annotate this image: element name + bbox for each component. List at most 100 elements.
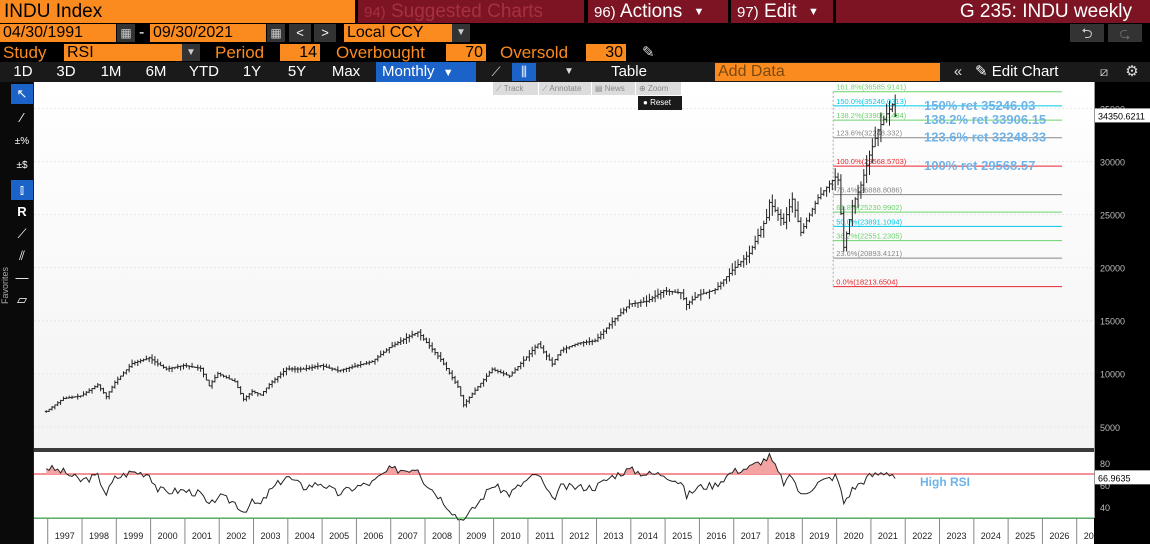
fib-level-label: 76.4%(26888.8086) xyxy=(836,186,902,195)
percent-change-icon[interactable]: ±% xyxy=(14,136,30,147)
rectangle-icon[interactable]: ▱ xyxy=(17,292,27,307)
period-button-5y[interactable]: 5Y xyxy=(287,63,307,80)
text-annotation-icon[interactable]: R xyxy=(17,204,27,219)
security-field[interactable]: INDU Index xyxy=(0,0,355,23)
year-label: 2017 xyxy=(741,531,761,541)
retracement-annotation[interactable]: 150% ret 35246.03 xyxy=(924,98,1035,113)
chart-settings-icon[interactable]: ⧄ xyxy=(1099,64,1109,79)
reset-zoom-button[interactable]: ● Reset xyxy=(638,96,682,110)
year-label: 2014 xyxy=(638,531,658,541)
channel-icon[interactable]: ⫽ xyxy=(19,248,25,263)
edit-study-pencil-icon[interactable]: ✎ xyxy=(642,44,655,61)
study-caret-icon[interactable]: ▼ xyxy=(182,44,200,61)
chart-area[interactable]: 161.8%(36585.9141) 150.0%(35246.0313) 138.… xyxy=(34,82,1104,544)
fib-level-label: 61.8%(25230.9902) xyxy=(836,203,902,212)
study-select[interactable]: RSI xyxy=(64,44,182,61)
frequency-select[interactable]: Monthly ▼ xyxy=(376,62,476,82)
suggested-charts-button[interactable]: 94) Suggested Charts xyxy=(358,0,584,23)
bar-chart-icon[interactable]: ⫼ xyxy=(512,63,536,81)
actions-button[interactable]: 96) Actions ▼ xyxy=(588,0,728,23)
period-button-ytd[interactable]: YTD xyxy=(189,63,219,80)
add-data-input[interactable]: Add Data xyxy=(715,63,940,81)
cursor-icon[interactable]: ↖ xyxy=(11,84,33,104)
redo-icon[interactable]: ⮎ xyxy=(1108,24,1142,42)
fib-level-label: 23.6%(20893.4121) xyxy=(836,249,902,258)
overbought-input[interactable]: 70 xyxy=(446,44,486,61)
reset-label: Reset xyxy=(650,98,671,107)
period-button-6m[interactable]: 6M xyxy=(145,63,167,80)
chip-annotate[interactable]: ⟋ Annotate xyxy=(539,82,591,95)
period-button-max[interactable]: Max xyxy=(331,63,361,80)
price-chart[interactable]: 161.8%(36585.9141) 150.0%(35246.0313) 138.… xyxy=(34,82,1104,544)
year-label: 2020 xyxy=(844,531,864,541)
oversold-label: Oversold xyxy=(500,43,569,62)
chip-annotate-label: Annotate xyxy=(549,84,582,93)
frequency-label: Monthly xyxy=(382,63,435,80)
period-button-3d[interactable]: 3D xyxy=(56,63,76,80)
year-label: 2022 xyxy=(912,531,932,541)
date-range-bar: 04/30/1991 ▦ - 09/30/2021 ▦ < > Local CC… xyxy=(0,24,1150,43)
edit-num: 97) xyxy=(737,4,759,21)
last-rsi-value: 66.9635 xyxy=(1098,473,1131,483)
next-range-button[interactable]: > xyxy=(314,24,336,42)
chip-track-label: Track xyxy=(503,84,524,93)
oversold-input[interactable]: 30 xyxy=(586,44,626,61)
period-input[interactable]: 14 xyxy=(280,44,320,61)
period-button-1y[interactable]: 1Y xyxy=(242,63,262,80)
chart-type-caret-icon[interactable]: ▼ xyxy=(564,66,574,77)
retracement-annotation[interactable]: 123.6% ret 32248.33 xyxy=(924,130,1046,145)
chip-news[interactable]: ▤ News xyxy=(592,82,635,95)
draw-pen-icon[interactable]: ⁄ xyxy=(20,110,24,125)
collapse-left-icon[interactable]: « xyxy=(953,63,963,80)
overbought-label: Overbought xyxy=(336,43,425,62)
x-axis-bg xyxy=(34,518,1094,544)
year-label: 2009 xyxy=(466,531,486,541)
price-tick-label: 20000 xyxy=(1100,264,1125,274)
year-label: 2013 xyxy=(604,531,624,541)
fib-level-label: 161.8%(36585.9141) xyxy=(836,83,907,92)
year-label: 2006 xyxy=(363,531,383,541)
end-calendar-icon[interactable]: ▦ xyxy=(267,24,285,42)
retracement-annotation[interactable]: 138.2% ret 33906.15 xyxy=(924,112,1046,127)
period-button-1d[interactable]: 1D xyxy=(13,63,33,80)
start-date-input[interactable]: 04/30/1991 xyxy=(0,24,116,42)
panel-divider[interactable] xyxy=(34,448,1094,452)
year-label: 1997 xyxy=(55,531,75,541)
high-rsi-annotation[interactable]: High RSI xyxy=(920,475,970,489)
price-change-icon[interactable]: ±$ xyxy=(16,160,28,171)
price-tick-label: 25000 xyxy=(1100,211,1125,221)
actions-label: Actions xyxy=(619,1,683,22)
horizontal-line-icon[interactable]: — xyxy=(15,270,29,285)
year-label: 2011 xyxy=(535,531,554,541)
actions-caret-icon: ▼ xyxy=(693,6,705,18)
year-label: 2024 xyxy=(981,531,1001,541)
edit-caret-icon: ▼ xyxy=(808,6,819,18)
trendline-icon[interactable]: ⟋ xyxy=(17,226,27,241)
undo-icon[interactable]: ⮌ xyxy=(1070,24,1104,42)
chip-zoom[interactable]: ⊕ Zoom xyxy=(636,82,681,95)
edit-chart-button[interactable]: ✎ Edit Chart xyxy=(975,62,1058,82)
suggested-charts-label: Suggested Charts xyxy=(390,1,544,22)
retracement-annotation[interactable]: 100% ret 29568.57 xyxy=(924,158,1035,173)
chip-track[interactable]: ⟋ Track xyxy=(493,82,538,95)
line-chart-icon[interactable]: ⟋ xyxy=(491,64,501,79)
edit-button[interactable]: 97) Edit ▼ xyxy=(731,0,833,23)
fib-level-label: 100.0%(29568.5703) xyxy=(836,157,907,166)
fibonacci-icon[interactable]: ⫾ xyxy=(11,180,33,200)
range-separator: - xyxy=(139,24,145,41)
rsi-tick-label: 60 xyxy=(1100,481,1110,491)
value-axis: 350003000025000200001500010000500034350.… xyxy=(1094,82,1150,518)
currency-select[interactable]: Local CCY xyxy=(344,24,452,42)
gear-icon[interactable]: ⚙ xyxy=(1125,63,1139,80)
year-label: 2012 xyxy=(569,531,589,541)
period-button-1m[interactable]: 1M xyxy=(100,63,122,80)
year-label: 2003 xyxy=(261,531,281,541)
price-tick-label: 15000 xyxy=(1100,317,1125,327)
end-date-input[interactable]: 09/30/2021 xyxy=(150,24,266,42)
title-bar: INDU Index 94) Suggested Charts 96) Acti… xyxy=(0,0,1150,23)
currency-caret-icon[interactable]: ▼ xyxy=(452,24,470,42)
start-calendar-icon[interactable]: ▦ xyxy=(117,24,135,42)
drawing-toolbar: ↖ ⁄ ±% ±$ ⫾ R ⟋ ⫽ — ▱ Favorites xyxy=(0,82,34,544)
table-button[interactable]: Table xyxy=(611,63,647,80)
prev-range-button[interactable]: < xyxy=(289,24,311,42)
